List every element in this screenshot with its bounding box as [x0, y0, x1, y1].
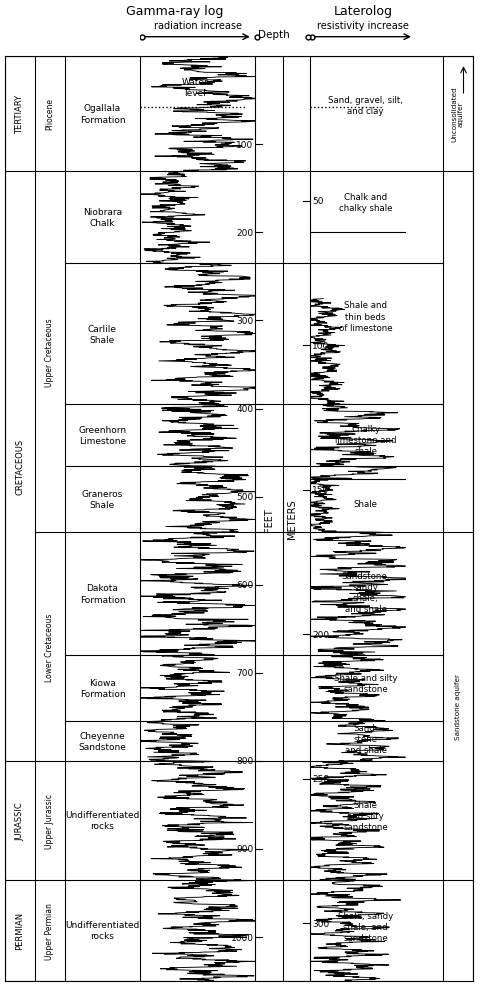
Text: Lower Cretaceous: Lower Cretaceous: [46, 612, 54, 681]
Text: TERTIARY: TERTIARY: [16, 95, 24, 134]
Text: Graneros
Shale: Graneros Shale: [82, 489, 123, 510]
Text: 800: 800: [236, 756, 254, 765]
Text: 300: 300: [236, 317, 254, 325]
Text: Shale
and silty
sandstone: Shale and silty sandstone: [344, 800, 388, 831]
Text: Sandstone aquifer: Sandstone aquifer: [454, 673, 460, 740]
Text: Sandstone,
sandy
shale,
and shale: Sandstone, sandy shale, and shale: [342, 571, 390, 613]
Text: 700: 700: [236, 669, 254, 677]
Text: Sand-
stone
and shale: Sand- stone and shale: [344, 724, 387, 754]
Text: Shale and silty
sandstone: Shale and silty sandstone: [334, 673, 398, 694]
Text: CRETACEOUS: CRETACEOUS: [16, 439, 24, 494]
Text: Upper Jurassic: Upper Jurassic: [46, 793, 54, 848]
Text: FEET: FEET: [264, 507, 274, 531]
Text: Kiowa
Formation: Kiowa Formation: [80, 678, 126, 698]
Text: Unconsolidated
aquifer: Unconsolidated aquifer: [451, 87, 464, 142]
Text: Cheyenne
Sandstone: Cheyenne Sandstone: [78, 732, 126, 751]
Text: Sand, gravel, silt,
and clay: Sand, gravel, silt, and clay: [328, 96, 403, 115]
Text: 600: 600: [236, 581, 254, 590]
Text: Water
level: Water level: [182, 78, 208, 98]
Text: 1000: 1000: [230, 933, 254, 942]
Text: JURASSIC: JURASSIC: [16, 802, 24, 840]
Text: Shale and
thin beds
of limestone: Shale and thin beds of limestone: [339, 301, 392, 332]
Text: Shale: Shale: [354, 500, 378, 509]
Text: 200: 200: [312, 630, 330, 639]
Text: 900: 900: [236, 845, 254, 854]
Text: Laterolog: Laterolog: [334, 5, 392, 18]
Text: 400: 400: [236, 404, 254, 414]
Text: METERS: METERS: [287, 499, 297, 539]
Text: Ogallala
Formation: Ogallala Formation: [80, 105, 126, 124]
Text: 200: 200: [236, 229, 254, 238]
Text: 100: 100: [312, 341, 330, 350]
Text: 150: 150: [312, 486, 330, 495]
Text: PERMIAN: PERMIAN: [16, 911, 24, 950]
Text: Undifferentiated
rocks: Undifferentiated rocks: [66, 810, 140, 830]
Text: Gamma-ray log: Gamma-ray log: [126, 5, 223, 18]
Text: Upper Permian: Upper Permian: [46, 902, 54, 959]
Text: Pliocene: Pliocene: [46, 99, 54, 130]
Text: Undifferentiated
rocks: Undifferentiated rocks: [66, 921, 140, 941]
Text: Shale, sandy
shale, and
sandstone: Shale, sandy shale, and sandstone: [338, 911, 394, 942]
Text: Carlile
Shale: Carlile Shale: [88, 324, 117, 344]
Text: Chalk and
chalky shale: Chalk and chalky shale: [339, 192, 392, 212]
Text: 250: 250: [312, 774, 330, 783]
Text: resistivity increase: resistivity increase: [317, 21, 409, 31]
Text: Dakota
Formation: Dakota Formation: [80, 584, 126, 604]
Text: Chalky
limestone and
shale: Chalky limestone and shale: [335, 424, 396, 456]
Text: 50: 50: [312, 197, 324, 206]
Text: radiation increase: radiation increase: [154, 21, 242, 31]
Text: Greenhorn
Limestone: Greenhorn Limestone: [78, 426, 126, 446]
Text: 100: 100: [236, 141, 254, 150]
Text: 500: 500: [236, 493, 254, 502]
Text: Upper Cretaceous: Upper Cretaceous: [46, 317, 54, 387]
Text: Depth: Depth: [258, 30, 290, 39]
Text: 300: 300: [312, 919, 330, 928]
Text: Niobrara
Chalk: Niobrara Chalk: [83, 208, 122, 228]
